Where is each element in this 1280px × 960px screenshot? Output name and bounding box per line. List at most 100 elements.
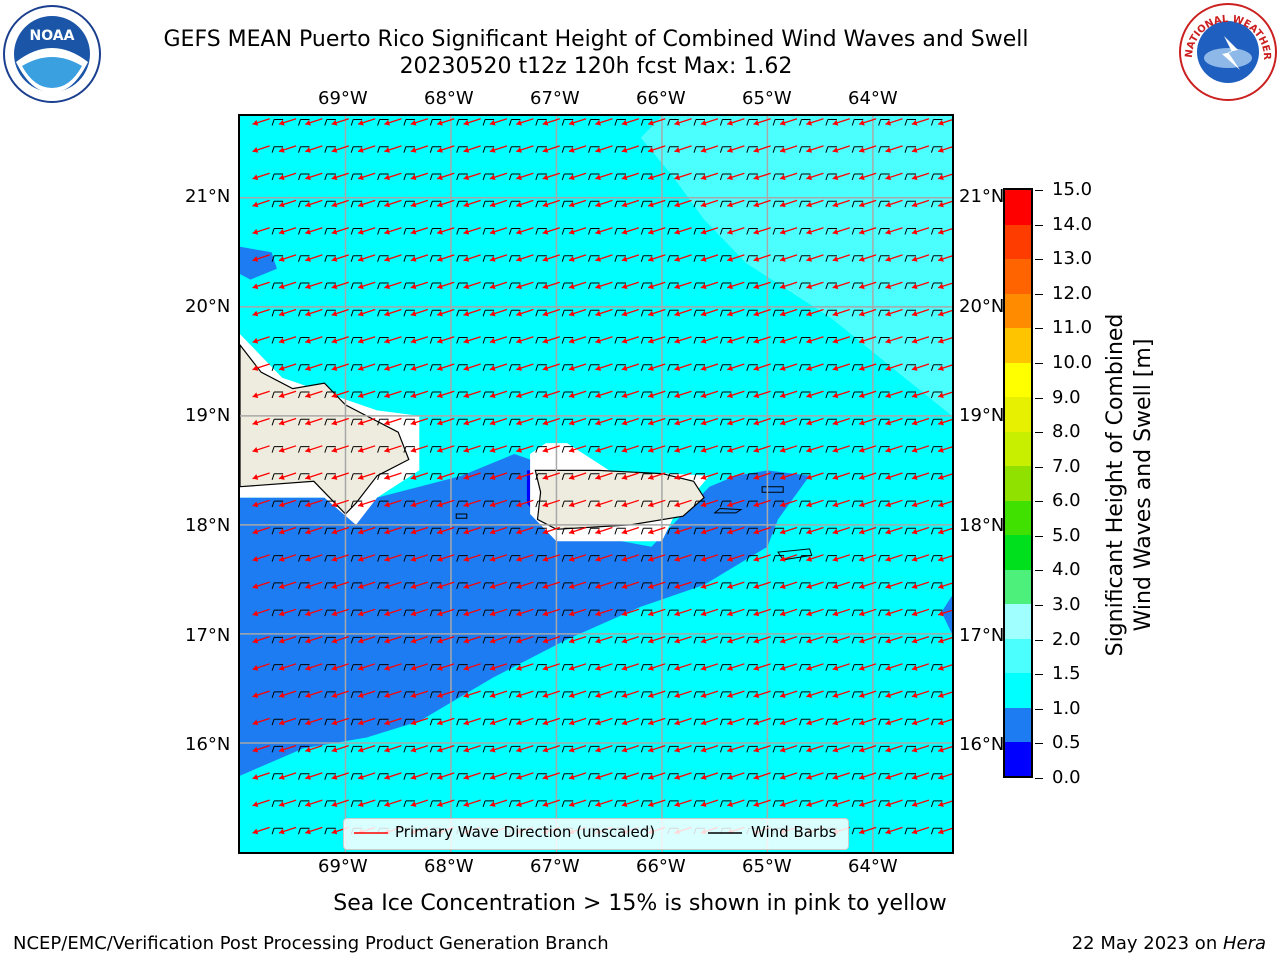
wind-barb [298,337,310,344]
wind-barb [377,228,389,235]
wind-barb [377,718,389,726]
wave-direction-arrow [937,363,952,371]
wave-direction-arrow [516,772,534,780]
wave-direction-arrow [410,254,429,262]
wave-direction-arrow [542,390,560,399]
colorbar-tick-label: 0.5 [1052,732,1081,754]
wave-direction-arrow [516,199,534,208]
wave-direction-arrow [278,390,297,399]
wind-barb [719,718,732,726]
wave-direction-arrow [568,745,587,753]
wind-barb [719,773,732,780]
wind-barb [350,337,363,344]
wind-barb [482,609,495,617]
wind-barb [799,364,811,371]
wind-barb [878,228,890,235]
wave-direction-arrow [858,390,877,399]
wind-barb [535,691,547,699]
wind-barb [429,473,442,480]
wave-direction-arrow [779,772,798,780]
wave-direction-arrow [410,526,429,535]
wave-direction-arrow [357,336,376,344]
wind-barb [535,718,547,726]
wind-barb [640,691,653,699]
wave-direction-arrow [858,799,877,807]
wave-direction-arrow [911,608,930,617]
wind-barb [324,609,336,617]
wave-direction-arrow [516,336,534,344]
wind-barb [403,200,415,208]
wind-barb [324,773,336,780]
wind-barb [930,446,943,453]
wind-barb [298,418,310,426]
wave-direction-arrow [779,417,798,426]
wave-direction-arrow [700,227,719,235]
wind-barb [561,146,574,153]
wave-direction-arrow [436,772,455,780]
wave-direction-arrow [436,472,455,480]
wind-barb [456,418,468,426]
wave-direction-arrow [410,172,429,181]
wave-direction-arrow [779,608,798,617]
wind-barb [746,391,758,399]
wave-direction-arrow [463,199,481,208]
wave-direction-arrow [305,254,323,262]
wind-barb [482,255,495,262]
wave-direction-arrow [911,254,930,262]
wind-barb [588,473,600,480]
wave-direction-arrow [647,690,666,698]
wind-barb [825,773,837,780]
wind-barb [588,773,600,780]
wave-direction-arrow [516,118,534,126]
wind-barb [482,745,495,753]
wind-barb [930,282,943,290]
wind-barb [271,773,284,780]
wave-direction-arrow [937,445,952,453]
wind-barb [640,418,653,426]
wind-barb [350,473,363,480]
wave-direction-arrow [832,745,850,753]
wave-direction-arrow [595,118,613,126]
wind-barb [456,309,468,317]
wave-direction-arrow [674,308,692,317]
wave-direction-arrow [832,145,850,153]
wind-barb [614,473,626,480]
wind-barb [324,718,336,726]
wind-barb [640,527,653,535]
wind-barb [693,527,705,535]
wind-barb [403,555,415,562]
wave-direction-arrow [727,281,745,290]
wind-barb [851,391,864,399]
wind-barb [719,391,732,399]
wind-barb [588,173,600,181]
wind-barb [298,773,310,780]
wind-barb [456,391,468,399]
wave-direction-arrow [753,199,771,208]
wave-direction-arrow [568,717,587,726]
wave-direction-arrow [832,336,850,344]
wind-barb [851,282,864,290]
wind-barb [350,282,363,290]
wave-direction-arrow [305,199,323,208]
wind-barb [535,582,547,590]
wind-barb [456,691,468,699]
wave-direction-arrow [305,145,323,153]
wind-barb [799,664,811,671]
wave-direction-arrow [753,417,771,426]
wave-direction-arrow [410,227,429,235]
wave-direction-arrow [568,172,587,181]
wave-direction-arrow [252,554,270,562]
wave-direction-arrow [911,581,930,589]
wind-barb [324,527,336,535]
wave-direction-arrow [489,772,508,780]
wind-barb [403,173,415,181]
wind-barb [772,309,785,317]
wave-direction-arrow [700,799,719,807]
wind-barb [298,309,310,317]
wave-direction-arrow [278,581,297,589]
wind-barb [324,228,336,235]
wave-direction-arrow [647,254,666,262]
wave-direction-arrow [436,581,455,589]
wave-direction-arrow [331,663,349,671]
wave-direction-arrow [621,199,640,208]
